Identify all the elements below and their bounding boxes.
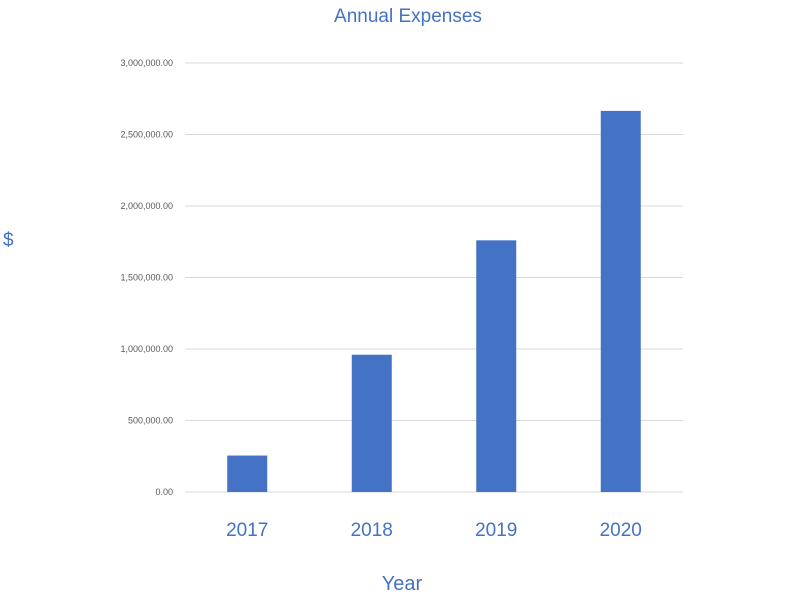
y-tick-label: 2,500,000.00 — [120, 130, 173, 140]
x-tick-label: 2017 — [226, 520, 268, 541]
y-tick-label: 500,000.00 — [128, 416, 173, 426]
y-tick-label: 0.00 — [155, 487, 173, 497]
x-axis-label: Year — [381, 573, 423, 595]
bar — [600, 110, 641, 492]
y-axis-label: $ — [3, 230, 14, 251]
bar — [351, 354, 392, 492]
y-tick-label: 2,000,000.00 — [120, 201, 173, 211]
chart-title: Annual Expenses — [334, 6, 482, 27]
x-tick-label: 2019 — [475, 520, 517, 541]
y-tick-label: 3,000,000.00 — [120, 58, 173, 68]
x-tick-label: 2020 — [600, 520, 642, 541]
y-tick-label: 1,000,000.00 — [120, 344, 173, 354]
x-tick-label: 2018 — [351, 520, 393, 541]
y-tick-label: 1,500,000.00 — [120, 273, 173, 283]
bar — [227, 455, 268, 492]
bar — [476, 240, 517, 492]
